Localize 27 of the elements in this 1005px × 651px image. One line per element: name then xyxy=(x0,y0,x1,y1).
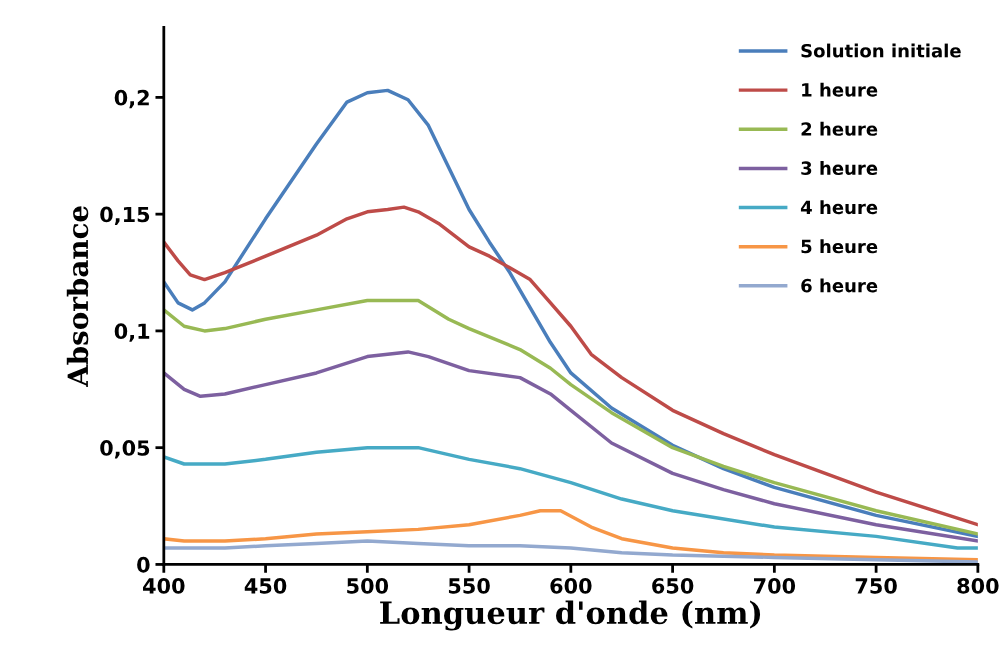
x-tick-label: 600 xyxy=(550,577,592,594)
legend-label: 2 heure xyxy=(801,121,878,136)
y-axis-title: Absorbance xyxy=(66,206,89,388)
x-tick-label: 550 xyxy=(448,577,490,594)
line-series xyxy=(163,350,978,543)
legend-label: 6 heure xyxy=(801,278,878,293)
x-tick-label: 650 xyxy=(652,577,694,594)
x-axis-title: Longueur d'onde (nm) xyxy=(380,600,761,631)
y-tick-label: 0,1 xyxy=(114,323,150,342)
legend-label: 1 heure xyxy=(802,82,878,97)
legend-label: 5 heure xyxy=(801,239,878,254)
x-tick-label: 400 xyxy=(143,577,185,594)
y-tick-label: 0,2 xyxy=(114,89,149,109)
y-tick-label: 0,05 xyxy=(100,440,150,459)
x-tick-label: 800 xyxy=(957,577,999,594)
x-tick-label: 500 xyxy=(347,577,389,594)
legend-label: 3 heure xyxy=(801,161,878,175)
legend-label: 4 heure xyxy=(800,200,878,215)
y-tick-label: 0 xyxy=(137,556,150,573)
x-tick-label: 450 xyxy=(244,577,287,594)
line-series xyxy=(163,298,978,536)
x-tick-label: 700 xyxy=(754,577,796,594)
y-tick-label: 0,15 xyxy=(100,206,150,226)
x-tick-label: 750 xyxy=(855,577,897,594)
line-series xyxy=(163,508,978,562)
line-series xyxy=(163,445,978,550)
legend-label: Solution initiale xyxy=(801,43,961,58)
